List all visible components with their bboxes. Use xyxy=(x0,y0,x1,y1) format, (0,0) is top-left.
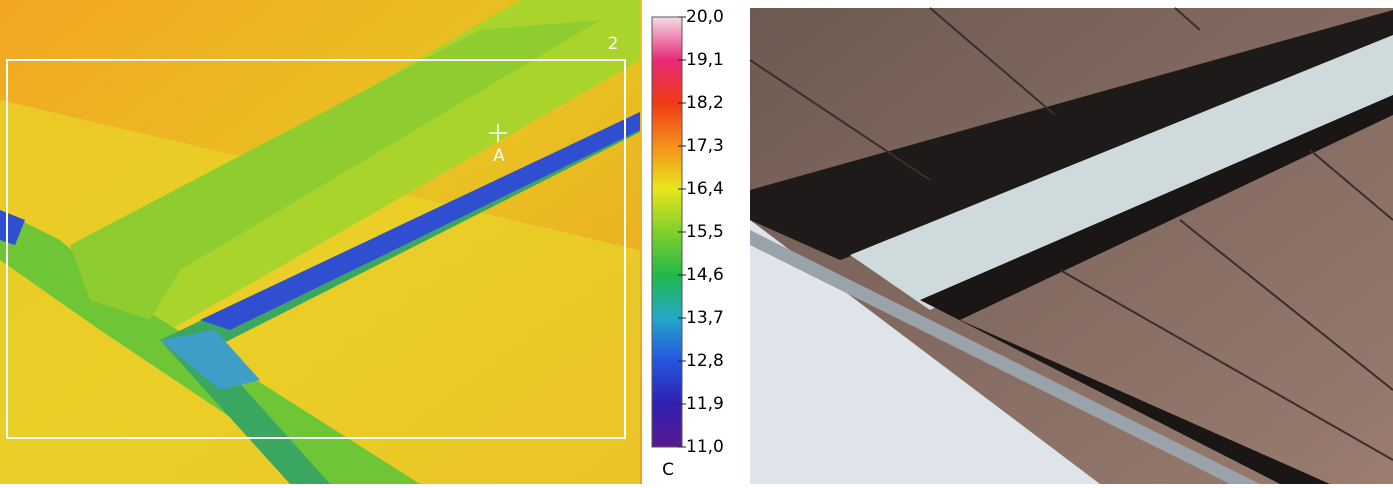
tick-label: 12,8 xyxy=(686,351,724,371)
thermal-image: 2 A xyxy=(0,0,642,484)
tick-label: 14,6 xyxy=(686,265,724,285)
tick-label: 16,4 xyxy=(686,179,724,199)
tick-label: 20,0 xyxy=(686,7,724,27)
tick-label: 13,7 xyxy=(686,308,724,328)
tick-label: 15,5 xyxy=(686,222,724,242)
tick-label: 11,9 xyxy=(686,394,724,414)
colorbar xyxy=(651,16,683,448)
tick-label: 17,3 xyxy=(686,136,724,156)
region-label: 2 xyxy=(608,34,619,54)
spot-label: A xyxy=(493,146,505,166)
tick-label: 18,2 xyxy=(686,93,724,113)
tick-label: 11,0 xyxy=(686,437,724,457)
colorbar-unit: C xyxy=(662,460,674,480)
tick-label: 19,1 xyxy=(686,50,724,70)
spot-marker xyxy=(489,124,507,142)
colorbar-ticks: 20,0 19,1 18,2 17,3 16,4 15,5 14,6 13,7 12,8 11,9… xyxy=(678,7,724,457)
photo xyxy=(749,7,1393,484)
